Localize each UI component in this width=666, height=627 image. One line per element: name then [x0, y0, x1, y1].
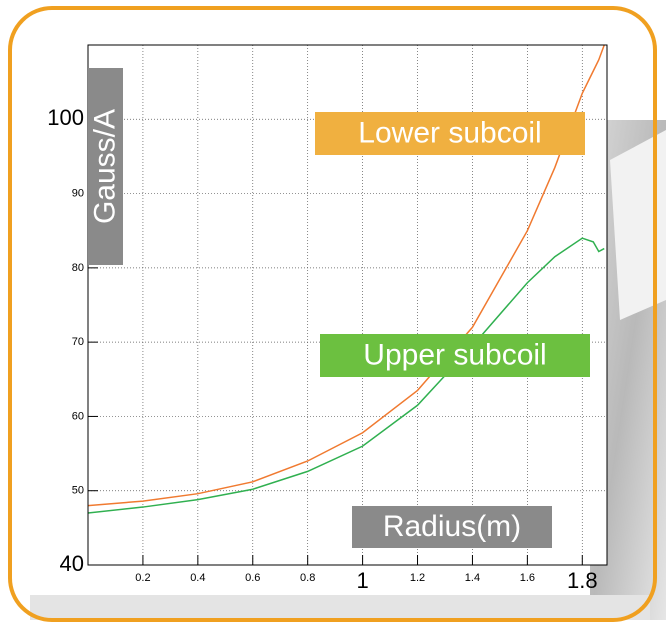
frame-border [8, 6, 657, 622]
x-tick-label: 1.4 [465, 572, 480, 584]
y-tick-label: 40 [60, 551, 84, 576]
y-tick-label: 70 [72, 336, 84, 348]
y-tick-label: 80 [72, 262, 84, 274]
y-tick-label: 50 [72, 485, 84, 497]
annotation-box [315, 112, 585, 155]
plot-frame [87, 44, 608, 566]
x-tick-label: 1.8 [567, 568, 598, 593]
annotation: Radius(m) [383, 510, 521, 543]
annotation: Upper subcoil [363, 338, 546, 371]
annotation-box [352, 506, 552, 548]
annotation-box [88, 68, 123, 265]
x-tick-label: 1.2 [410, 572, 425, 584]
y-tick-label: 60 [72, 410, 84, 422]
x-tick-label: 0.2 [135, 572, 150, 584]
x-tick-label: 1 [356, 568, 368, 593]
x-tick-label: 0.4 [190, 572, 205, 584]
x-tick-label: 0.8 [300, 572, 315, 584]
x-tick-label: 1.6 [520, 572, 535, 584]
x-tick-label: 0.6 [245, 572, 260, 584]
annotation-box [320, 334, 590, 377]
y-tick-label: 90 [72, 187, 84, 199]
annotation: Gauss/A [88, 109, 121, 224]
y-tick-label: 100 [47, 105, 84, 130]
annotation: Lower subcoil [358, 116, 541, 149]
